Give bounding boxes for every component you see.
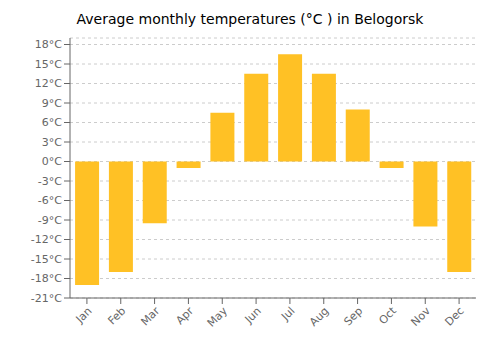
svg-text:Dec: Dec [442, 304, 466, 328]
svg-text:Aug: Aug [307, 304, 331, 328]
svg-text:Feb: Feb [105, 304, 128, 327]
svg-text:Sep: Sep [341, 304, 365, 328]
svg-text:3°C: 3°C [42, 136, 62, 149]
svg-text:12°C: 12°C [35, 77, 62, 90]
svg-text:0°C: 0°C [42, 155, 62, 168]
svg-text:15°C: 15°C [35, 58, 62, 71]
svg-text:-21°C: -21°C [31, 292, 62, 305]
svg-text:-18°C: -18°C [31, 272, 62, 285]
svg-text:6°C: 6°C [42, 116, 62, 129]
svg-text:-6°C: -6°C [38, 194, 62, 207]
svg-text:Jun: Jun [242, 304, 264, 326]
svg-text:18°C: 18°C [35, 38, 62, 51]
svg-text:-15°C: -15°C [31, 253, 62, 266]
svg-text:-12°C: -12°C [31, 233, 62, 246]
svg-text:Nov: Nov [409, 304, 434, 329]
svg-text:9°C: 9°C [42, 97, 62, 110]
svg-text:Jul: Jul [278, 304, 297, 323]
svg-text:May: May [205, 304, 231, 330]
svg-text:Mar: Mar [138, 304, 162, 328]
svg-text:Apr: Apr [173, 304, 196, 327]
svg-text:Jan: Jan [73, 304, 95, 326]
svg-text:Oct: Oct [376, 304, 399, 327]
html-text:Average monthly temperatures (: Average monthly temperatures (°C ) in Be… [76, 11, 424, 27]
svg-text:-9°C: -9°C [38, 214, 62, 227]
svg-text:-3°C: -3°C [38, 175, 62, 188]
